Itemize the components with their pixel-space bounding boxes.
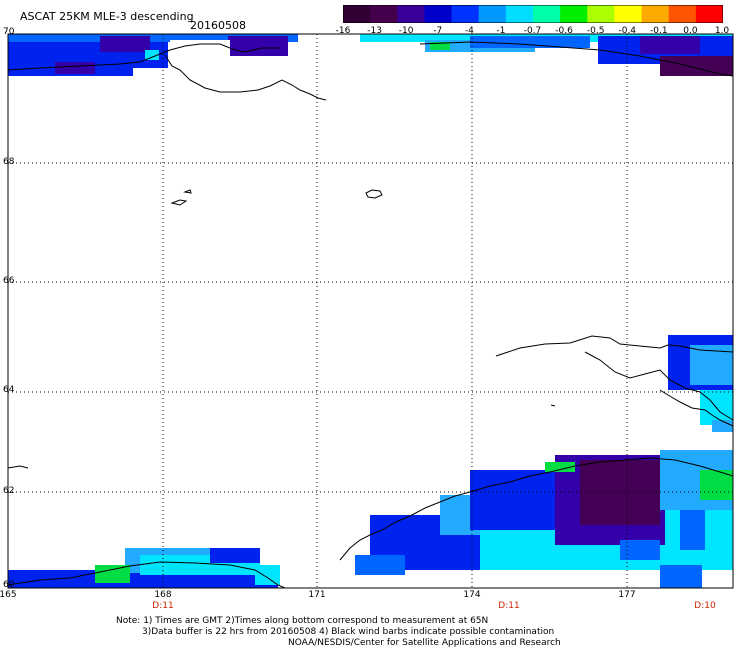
coast-chukotka-north xyxy=(7,43,280,71)
coast-anadyr-bay xyxy=(584,351,734,421)
wind-swaths xyxy=(8,34,733,588)
colorbar-swatch xyxy=(695,5,724,23)
colorbar-tick-label: -0.4 xyxy=(618,26,637,36)
lat-label-60: 60 xyxy=(3,580,15,590)
coast-wrangel-bay xyxy=(164,54,327,101)
coast-left-62 xyxy=(7,465,29,469)
swath-top-right xyxy=(660,56,733,76)
swath-bottom-left xyxy=(95,565,130,583)
map-date: 20160508 xyxy=(190,19,246,32)
colorbar-swatch xyxy=(533,5,561,23)
coast-top-right xyxy=(419,41,734,77)
swath-right xyxy=(712,420,733,432)
map-frame xyxy=(7,33,734,589)
swath-top-left xyxy=(55,62,95,74)
lat-label-68: 68 xyxy=(3,157,15,167)
colorbar-tick-label: -16 xyxy=(335,26,351,36)
note-line-2: 3)Data buffer is 22 hrs from 20160508 4)… xyxy=(142,627,555,637)
time-label-3: D:10 xyxy=(694,601,716,611)
island-small xyxy=(550,404,556,407)
swath-top-left xyxy=(100,36,150,52)
lat-label-70: 70 xyxy=(3,27,15,37)
colorbar-swatch xyxy=(614,5,643,23)
colorbar-tick-label: -0.6 xyxy=(555,26,573,36)
colorbar-tick-label: -1 xyxy=(496,26,506,36)
swath-top-right xyxy=(640,36,700,54)
coastlines xyxy=(7,41,734,589)
note-line-3: NOAA/NESDIS/Center for Satellite Applica… xyxy=(288,638,561,648)
swath-bottom xyxy=(700,470,733,500)
colorbar-tick-label: -0.1 xyxy=(650,26,668,36)
swath-bottom xyxy=(660,565,702,588)
colorbar-swatch xyxy=(641,5,670,23)
colorbar-swatch xyxy=(560,5,588,23)
colorbar-swatch xyxy=(478,5,507,23)
colorbar-tick-label: -13 xyxy=(367,26,382,36)
coast-koryak xyxy=(339,457,734,561)
colorbar-swatch xyxy=(668,5,697,23)
island-2 xyxy=(183,189,192,194)
swath-top-left xyxy=(228,36,288,56)
lon-label-174: 174 xyxy=(463,590,481,600)
swath-top-left xyxy=(8,34,298,42)
swath-bottom-left xyxy=(255,565,280,585)
colorbar-tick-label: -10 xyxy=(398,26,414,36)
colorbar-swatch xyxy=(587,5,615,23)
swath-bottom xyxy=(355,555,405,575)
time-label-2: D:11 xyxy=(498,601,520,611)
colorbar-swatch xyxy=(397,5,425,23)
lon-label-165: 165 xyxy=(0,590,17,600)
lat-label-66: 66 xyxy=(3,276,15,286)
coast-chukotka-east xyxy=(495,335,734,357)
time-label-1: D:11 xyxy=(152,601,174,611)
coast-southwest xyxy=(7,561,286,589)
colorbar-swatch xyxy=(424,5,453,23)
swath-top-left xyxy=(145,50,159,60)
colorbar-swatch xyxy=(451,5,480,23)
lon-label-171: 171 xyxy=(308,590,326,600)
lon-label-168: 168 xyxy=(154,590,172,600)
lon-label-177: 177 xyxy=(618,590,636,600)
swath-top-right xyxy=(430,42,450,50)
colorbar-tick-label: -0.7 xyxy=(523,26,542,36)
colorbar-swatch xyxy=(370,5,398,23)
colorbar-tick-label: -7 xyxy=(433,26,443,36)
colorbar-swatches xyxy=(342,4,724,24)
island-3 xyxy=(365,189,383,199)
lat-label-64: 64 xyxy=(3,385,15,395)
swath-bottom xyxy=(545,462,575,472)
lat-label-62: 62 xyxy=(3,486,15,496)
colorbar-swatch xyxy=(343,5,371,23)
colorbar-tick-label: 0.0 xyxy=(683,26,698,36)
colorbar-tick-label: 1.0 xyxy=(714,26,730,36)
note-line-1: Note: 1) Times are GMT 2)Times along bot… xyxy=(116,616,489,626)
island-1 xyxy=(170,199,188,206)
colorbar-tick-label: -4 xyxy=(464,26,474,36)
colorbar-swatch xyxy=(505,5,534,23)
swath-bottom xyxy=(680,510,705,550)
map-title: ASCAT 25KM MLE-3 descending xyxy=(20,10,194,23)
swath-bottom xyxy=(620,540,660,560)
swath-bottom-left xyxy=(210,548,260,563)
colorbar-tick-label: -0.5 xyxy=(586,26,605,36)
coast-cape xyxy=(659,389,734,427)
colorbar xyxy=(342,4,724,27)
swath-top-right xyxy=(470,36,590,48)
